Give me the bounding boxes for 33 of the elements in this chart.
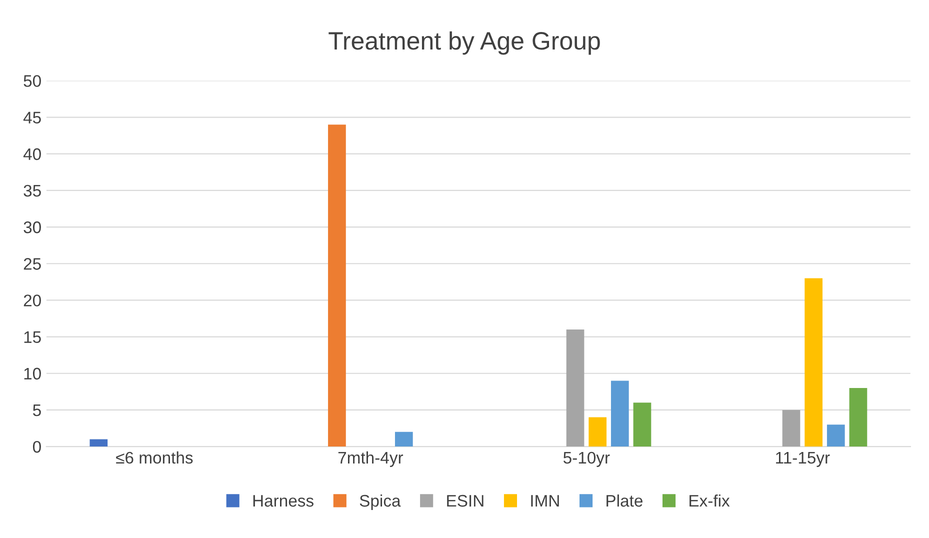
y-tick-label: 35 (24, 184, 41, 197)
bar (588, 417, 607, 447)
x-tick-label: 5-10yr (563, 452, 610, 467)
bar (633, 402, 652, 447)
y-tick-label: 40 (23, 148, 41, 160)
bar (804, 278, 823, 447)
chart-title: Treatment by Age Group (328, 31, 600, 55)
x-tick-label: 7mth-4yr (338, 451, 404, 467)
y-tick-label: 20 (24, 294, 41, 306)
bar (610, 380, 629, 447)
y-tick-label: 0 (32, 440, 41, 453)
y-tick-label: 30 (24, 221, 41, 234)
legend-label: IMN (531, 495, 559, 507)
y-tick-label: 25 (24, 258, 41, 270)
x-tick-label: 11-15yr (776, 452, 830, 467)
bar (90, 439, 108, 447)
legend-label: Plate (606, 494, 642, 507)
bar (826, 424, 845, 447)
y-tick-label: 50 (24, 75, 41, 87)
legend-label: ESIN (447, 494, 484, 507)
legend-label: Ex-fix (690, 494, 730, 507)
y-tick-label: 15 (24, 331, 41, 343)
y-tick-label: 5 (32, 404, 41, 416)
legend-label: Harness (253, 495, 314, 507)
x-tick-label: ≤6 months (116, 451, 193, 464)
bar (782, 410, 800, 447)
y-tick-label: 10 (24, 368, 41, 380)
legend-label: Spica (360, 494, 401, 510)
bar (394, 432, 413, 447)
y-tick-label: 45 (23, 112, 41, 124)
bar (566, 329, 584, 447)
bar (849, 388, 868, 447)
bar (328, 124, 346, 447)
